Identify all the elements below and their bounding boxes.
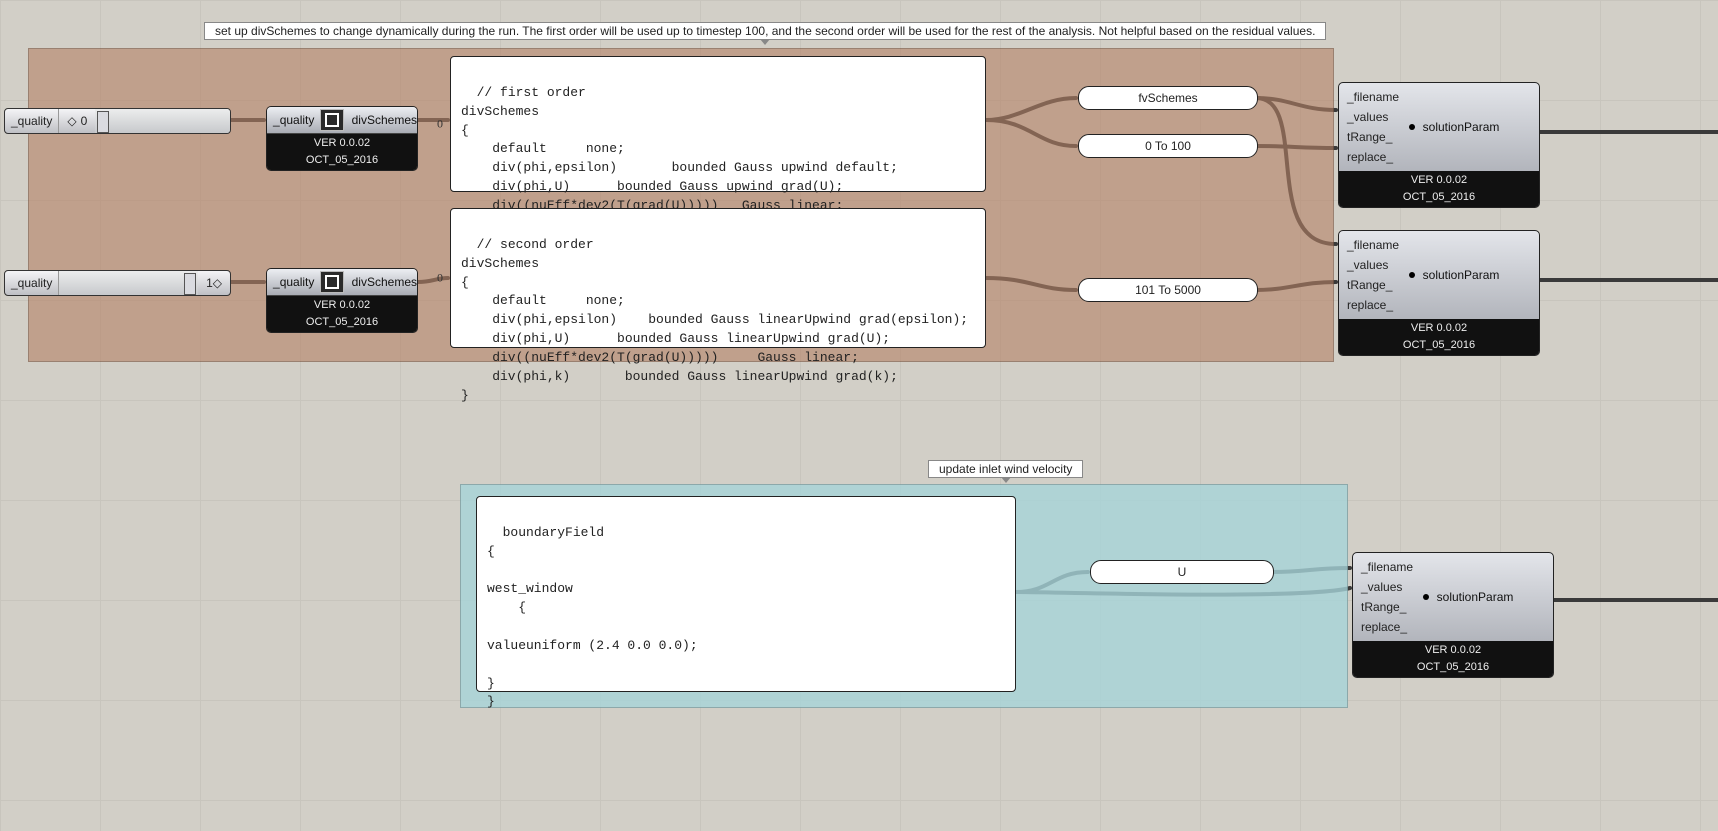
pill-range-101-5000[interactable]: 101 To 5000 [1078, 278, 1258, 302]
comp-divschemes-1[interactable]: _quality divSchemes VER 0.0.02 OCT_05_20… [266, 268, 418, 333]
param-solution-0[interactable]: _filename _values tRange_ replace_ solut… [1338, 82, 1540, 208]
component-icon [320, 271, 343, 293]
pill-fvschemes[interactable]: fvSchemes [1078, 86, 1258, 110]
slider-quality-1[interactable]: _quality 1 ◇ [4, 270, 231, 296]
comp-divschemes-0[interactable]: _quality divSchemes VER 0.0.02 OCT_05_20… [266, 106, 418, 171]
slider-quality-0[interactable]: _quality ◇ 0 [4, 108, 231, 134]
group-divschemes-label: set up divSchemes to change dynamically … [204, 22, 1326, 40]
pill-range-0-100[interactable]: 0 To 100 [1078, 134, 1258, 158]
panel-boundary-field[interactable]: boundaryField { west_window { valueunifo… [476, 496, 1016, 692]
pill-u[interactable]: U [1090, 560, 1274, 584]
param-solution-2[interactable]: _filename _values tRange_ replace_ solut… [1352, 552, 1554, 678]
group-inlet-velocity-label: update inlet wind velocity [928, 460, 1083, 478]
panel-code-second-order[interactable]: 0// second order divSchemes { default no… [450, 208, 986, 348]
panel-code-first-order[interactable]: 0// first order divSchemes { default non… [450, 56, 986, 192]
param-solution-1[interactable]: _filename _values tRange_ replace_ solut… [1338, 230, 1540, 356]
component-icon [320, 109, 343, 131]
